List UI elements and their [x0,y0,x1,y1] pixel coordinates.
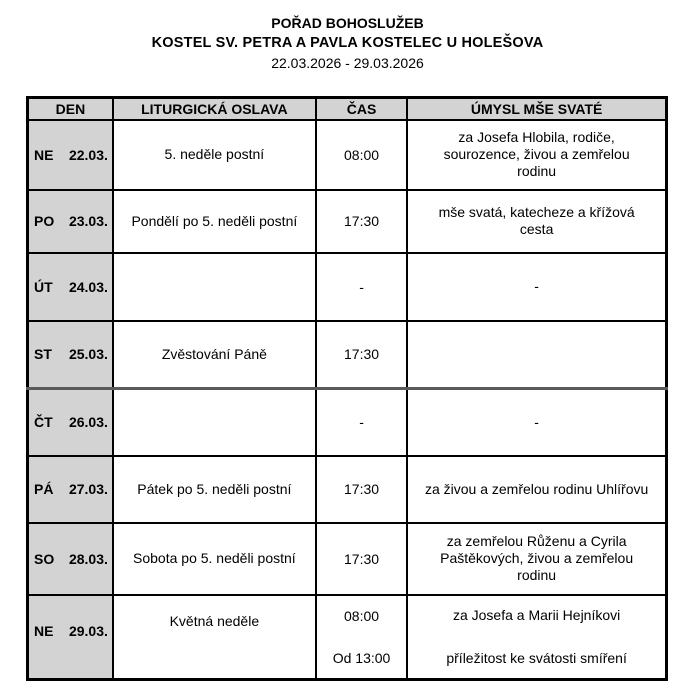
table-row: NE 29.03. Květná neděle 08:00 Od 13:00 za … [26,593,668,681]
day-abbr: NE [34,622,54,639]
celebration-cell: Sobota po 5. neděli postní [111,521,317,596]
intention-cell: za Josefa a Marii Hejníkovi příležitost k… [406,593,668,681]
day-cell: PO 23.03. [26,188,114,254]
column-header-day: DEN [26,96,114,121]
intention-value: za Josefa a Marii Hejníkovi [452,606,621,623]
time-value: 17:30 [344,213,380,229]
day-abbr: ST [34,346,52,363]
table-row: ST 25.03. Zvěstování Páně 17:30 [26,319,668,390]
church-name: KOSTEL SV. PETRA A PAVLA KOSTELEC U HOLE… [151,35,544,51]
column-header-time: ČAS [314,96,409,121]
day-abbr: PO [34,213,55,229]
day-date: 26.03. [68,414,108,431]
celebration-cell: Květná neděle [111,593,317,681]
table-body: NE 22.03. 5. neděle postní 08:00 za Josef… [26,118,668,681]
column-header-celebration: LITURGICKÁ OSLAVA [111,96,317,121]
intention-cell: - [406,387,668,457]
time-cell: 17:30 [314,188,409,254]
time-value: 08:00 [344,146,380,163]
intention-value: - [534,278,539,294]
day-cell: NE 22.03. [26,118,114,191]
day-date: 28.03. [68,550,108,567]
time-cell: 17:30 [314,521,409,596]
celebration-cell: 5. neděle postní [111,118,317,191]
day-cell: ÚT 24.03. [26,251,114,322]
celebration-cell [111,387,317,457]
table-row: ÚT 24.03. - - [26,251,668,322]
time-value: 17:30 [344,481,380,497]
table-row: ČT 26.03. - - [26,387,668,457]
time-value: - [359,278,364,295]
intention-cell: za zemřelou Růženu a Cyrila Paštěkových,… [406,521,668,596]
page-title: POŘAD BOHOSLUŽEB [271,15,424,31]
time-cell: - [314,251,409,322]
time-cell: 08:00 Od 13:00 [314,593,409,681]
table-row: PO 23.03. Pondělí po 5. neděli postní 17:… [26,188,668,254]
intention-value-secondary: příležitost ke svátosti smíření [446,649,627,666]
intention-value: za Josefa Hlobila, rodiče, sourozence, ž… [443,129,630,179]
schedule-table: DEN LITURGICKÁ OSLAVA ČAS ÚMYSL MŠE SVAT… [26,96,668,681]
time-cell: 17:30 [314,454,409,524]
day-cell: NE 29.03. [26,593,114,681]
time-value: 17:30 [344,346,380,363]
date-range: 22.03.2026 - 29.03.2026 [271,55,424,71]
time-value: - [359,414,364,431]
day-date: 22.03. [68,146,108,163]
time-cell: - [314,387,409,457]
time-value: 08:00 [344,607,380,624]
time-value: 17:30 [344,550,380,567]
intention-value: - [534,413,539,430]
day-abbr: ÚT [34,278,53,295]
intention-cell: - [406,251,668,322]
day-date: 25.03. [68,346,108,363]
day-cell: PÁ 27.03. [26,454,114,524]
column-header-intention: ÚMYSL MŠE SVATÉ [406,96,668,121]
day-date: 24.03. [68,278,108,295]
table-row: PÁ 27.03. Pátek po 5. neděli postní 17:30… [26,454,668,524]
time-value-secondary: Od 13:00 [332,649,391,666]
day-cell: ČT 26.03. [26,387,114,457]
table-row: SO 28.03. Sobota po 5. neděli postní 17:3… [26,521,668,596]
intention-cell: za Josefa Hlobila, rodiče, sourozence, ž… [406,118,668,191]
time-cell: 08:00 [314,118,409,191]
intention-cell: mše svatá, katecheze a křížová cesta [406,188,668,254]
celebration-cell: Pátek po 5. neděli postní [111,454,317,524]
day-abbr: SO [34,550,55,567]
day-abbr: PÁ [34,481,54,497]
intention-cell [406,319,668,390]
day-date: 23.03. [68,213,108,229]
document-header: POŘAD BOHOSLUŽEB KOSTEL SV. PETRA A PAVL… [0,0,695,73]
time-cell: 17:30 [314,319,409,390]
table-row: NE 22.03. 5. neděle postní 08:00 za Josef… [26,118,668,191]
day-cell: SO 28.03. [26,521,114,596]
day-abbr: ČT [34,414,53,431]
day-date: 29.03. [68,622,108,639]
intention-value: za živou a zemřelou rodinu Uhlířovu [424,480,649,497]
intention-value: mše svatá, katecheze a křížová cesta [438,204,635,237]
day-date: 27.03. [68,481,108,497]
day-abbr: NE [34,146,54,163]
celebration-cell [111,251,317,322]
intention-cell: za živou a zemřelou rodinu Uhlířovu [406,454,668,524]
table-header-row: DEN LITURGICKÁ OSLAVA ČAS ÚMYSL MŠE SVAT… [26,96,668,121]
day-cell: ST 25.03. [26,319,114,390]
celebration-cell: Pondělí po 5. neděli postní [111,188,317,254]
intention-value: za zemřelou Růženu a Cyrila Paštěkových,… [440,533,634,583]
celebration-cell: Zvěstování Páně [111,319,317,390]
